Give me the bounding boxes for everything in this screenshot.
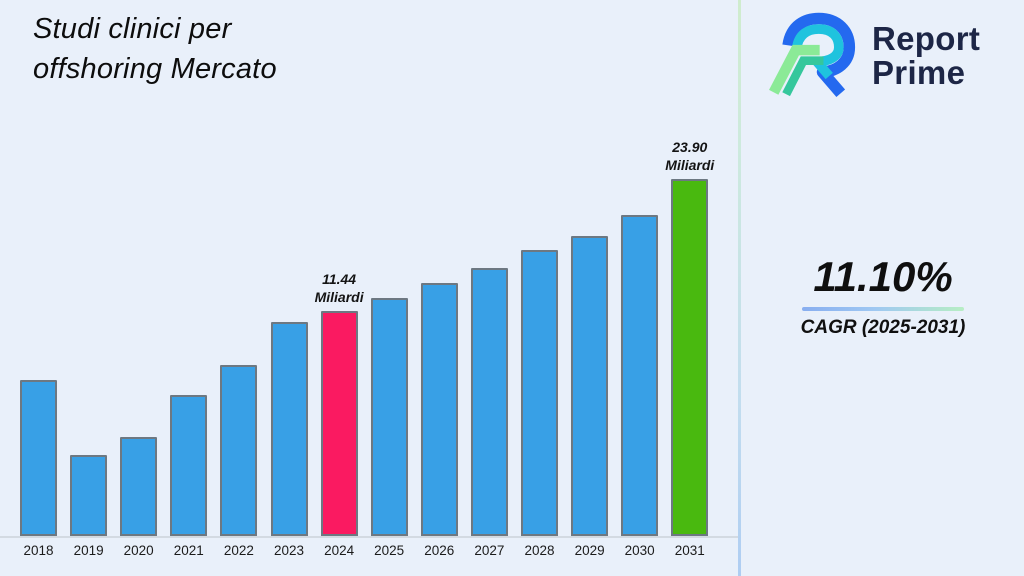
x-tick-2031: 2031 — [674, 543, 705, 558]
bar-2021 — [170, 395, 208, 536]
x-tick-2024: 2024 — [324, 543, 355, 558]
x-tick-2028: 2028 — [524, 543, 555, 558]
x-tick-2022: 2022 — [223, 543, 254, 558]
x-tick-2019: 2019 — [73, 543, 104, 558]
bar-2022 — [220, 365, 258, 536]
bar-2030 — [621, 215, 659, 536]
brand-logo: Report Prime — [764, 8, 980, 103]
bar-2020 — [120, 437, 158, 536]
x-tick-2023: 2023 — [273, 543, 305, 558]
x-tick-2030: 2030 — [624, 543, 655, 558]
bar-2019 — [70, 455, 108, 536]
page-title-line1: Studi clinici per — [33, 13, 232, 45]
page-title: Studi clinici per offshoring Mercato — [33, 9, 277, 89]
x-tick-2026: 2026 — [424, 543, 455, 558]
bar-value-label-2031: 23.90 Miliardi — [665, 139, 715, 173]
x-tick-2020: 2020 — [123, 543, 154, 558]
cagr-underline — [802, 307, 964, 311]
bar-2023 — [270, 322, 308, 536]
brand-name-line1: Report — [872, 19, 981, 57]
x-tick-2027: 2027 — [474, 543, 505, 558]
bar-2028 — [521, 250, 558, 536]
brand-name-line2: Prime — [872, 53, 966, 91]
x-tick-2029: 2029 — [574, 543, 605, 558]
x-tick-2025: 2025 — [374, 543, 405, 558]
bar-chart: 2018 2019 2020 2021 2022 2023 2024 2025 2026 2027… — [0, 139, 738, 558]
page-title-line2: offshoring Mercato — [33, 53, 277, 85]
x-tick-2018: 2018 — [23, 543, 54, 558]
cagr-label: CAGR (2025-2031) — [800, 317, 966, 338]
cagr-block: 11.10% CAGR (2025-2031) — [768, 254, 998, 339]
x-tick-2021: 2021 — [173, 543, 204, 558]
bar-2026 — [420, 283, 458, 536]
vertical-divider — [738, 0, 741, 576]
bar-2031 — [671, 179, 709, 536]
brand-name: Report Prime — [872, 19, 981, 91]
x-axis-line — [0, 536, 738, 538]
bar-2025 — [370, 298, 408, 536]
bar-2029 — [571, 236, 609, 536]
bar-2024 — [320, 311, 358, 536]
bar-value-label-2024: 11.44 Miliardi — [314, 271, 364, 305]
bar-2027 — [470, 268, 508, 536]
cagr-value: 11.10% — [813, 253, 953, 300]
bar-2018 — [20, 380, 57, 536]
report-prime-logo-icon — [764, 8, 860, 103]
